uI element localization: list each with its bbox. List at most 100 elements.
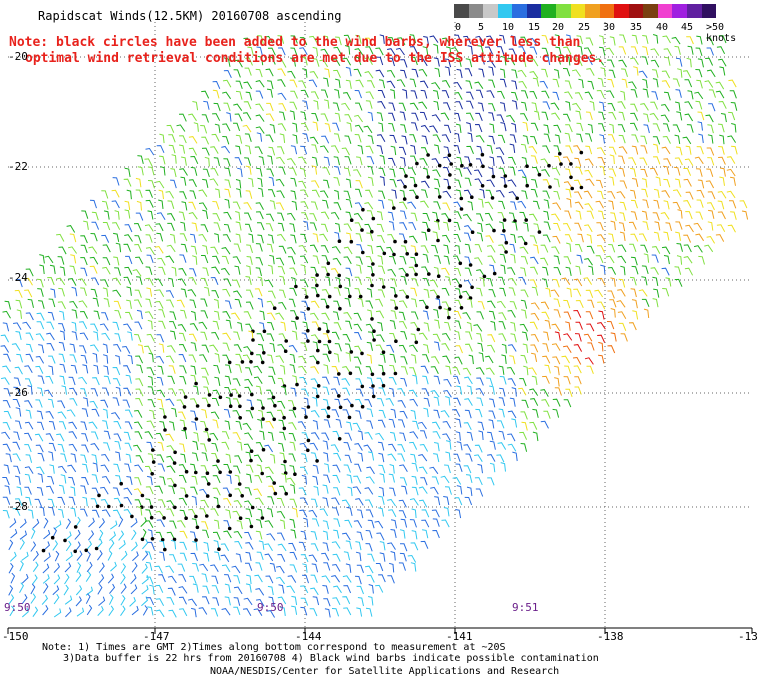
wind-barb xyxy=(355,398,364,407)
wind-barb xyxy=(112,277,122,286)
contamination-dot xyxy=(436,238,440,243)
contamination-dot xyxy=(107,504,111,509)
wind-barb xyxy=(726,156,736,164)
wind-barb xyxy=(288,298,296,308)
wind-barb xyxy=(280,606,286,616)
wind-barb xyxy=(255,126,265,134)
wind-barb xyxy=(155,355,165,364)
wind-barb xyxy=(38,344,45,354)
wind-barb xyxy=(400,543,408,552)
contamination-dot xyxy=(502,218,507,222)
wind-barb xyxy=(323,364,329,374)
wind-barb xyxy=(366,574,375,583)
wind-barb xyxy=(409,46,418,55)
wind-barb xyxy=(376,334,385,343)
wind-barb xyxy=(98,518,106,529)
wind-barb xyxy=(421,509,430,518)
wind-barb xyxy=(300,554,309,563)
wind-barb xyxy=(519,323,529,332)
wind-barb xyxy=(255,90,264,99)
wind-barb xyxy=(597,245,606,254)
wind-barb xyxy=(14,475,21,485)
wind-barb xyxy=(476,333,483,342)
wind-barb xyxy=(354,331,362,341)
contamination-note-line2: optimal wind retrieval conditions are me… xyxy=(25,51,605,66)
legend-swatch xyxy=(643,4,658,18)
wind-barb xyxy=(300,111,307,121)
wind-barb xyxy=(203,541,210,552)
wind-barb xyxy=(14,498,23,507)
wind-barb xyxy=(464,177,472,187)
contamination-dot xyxy=(73,525,78,529)
wind-barb xyxy=(287,158,296,166)
wind-barb xyxy=(115,451,121,461)
wind-barb xyxy=(111,200,120,209)
wind-barb xyxy=(146,576,154,585)
wind-barb xyxy=(333,177,340,186)
contamination-dot xyxy=(272,481,277,485)
wind-barb xyxy=(364,223,373,232)
contamination-dot xyxy=(294,284,298,289)
wind-barb xyxy=(475,488,484,497)
wind-barb xyxy=(420,124,430,133)
wind-barb xyxy=(38,300,45,309)
contamination-dot xyxy=(337,437,342,441)
wind-barb xyxy=(302,100,309,110)
wind-barb xyxy=(235,553,242,563)
wind-barb xyxy=(145,199,154,208)
wind-barb xyxy=(400,210,407,220)
wind-barb xyxy=(201,521,209,530)
wind-barb xyxy=(355,180,363,189)
wind-barb xyxy=(476,397,484,407)
wind-barb xyxy=(475,135,485,143)
wind-barb xyxy=(193,432,199,442)
wind-barb xyxy=(585,289,594,298)
wind-barb xyxy=(102,343,109,354)
wind-barb xyxy=(74,529,81,540)
wind-barb xyxy=(180,221,186,232)
wind-barb xyxy=(322,167,331,176)
wind-barb xyxy=(542,179,551,188)
wind-barb xyxy=(575,166,583,175)
wind-barb xyxy=(85,586,93,596)
wind-barb xyxy=(291,330,298,341)
wind-barb xyxy=(14,366,23,375)
wind-barb xyxy=(566,287,572,298)
wind-barb xyxy=(310,410,320,418)
wind-barb xyxy=(665,222,672,232)
wind-barb xyxy=(498,321,506,330)
wind-barb xyxy=(575,299,584,309)
wind-barb xyxy=(453,144,461,154)
wind-barb xyxy=(430,366,439,375)
wind-barb xyxy=(408,344,418,353)
wind-barb xyxy=(542,375,550,384)
wind-barb xyxy=(71,321,77,332)
wind-barb xyxy=(451,47,461,55)
wind-barb xyxy=(135,177,142,188)
wind-barb xyxy=(233,606,241,616)
wind-barb xyxy=(5,453,12,463)
wind-barb xyxy=(178,574,187,583)
wind-barb xyxy=(390,278,397,287)
wind-barb xyxy=(234,265,241,275)
wind-barb xyxy=(510,321,516,332)
wind-barb xyxy=(652,69,659,78)
wind-barb xyxy=(278,59,287,68)
wind-barb xyxy=(400,518,408,528)
wind-barb xyxy=(510,253,516,264)
wind-barb xyxy=(630,103,638,112)
wind-barb xyxy=(365,300,374,309)
wind-barb xyxy=(155,180,165,189)
contamination-dot xyxy=(361,207,365,212)
wind-barb xyxy=(223,520,231,529)
wind-barb xyxy=(81,210,89,219)
wind-barb xyxy=(109,583,116,594)
wind-barb xyxy=(158,189,164,200)
wind-barb xyxy=(114,210,120,220)
wind-barb xyxy=(364,202,374,210)
wind-barb xyxy=(517,235,527,244)
wind-barb xyxy=(488,410,496,419)
contamination-dot xyxy=(195,404,200,408)
contamination-dot xyxy=(249,449,254,454)
wind-barb xyxy=(379,552,386,562)
